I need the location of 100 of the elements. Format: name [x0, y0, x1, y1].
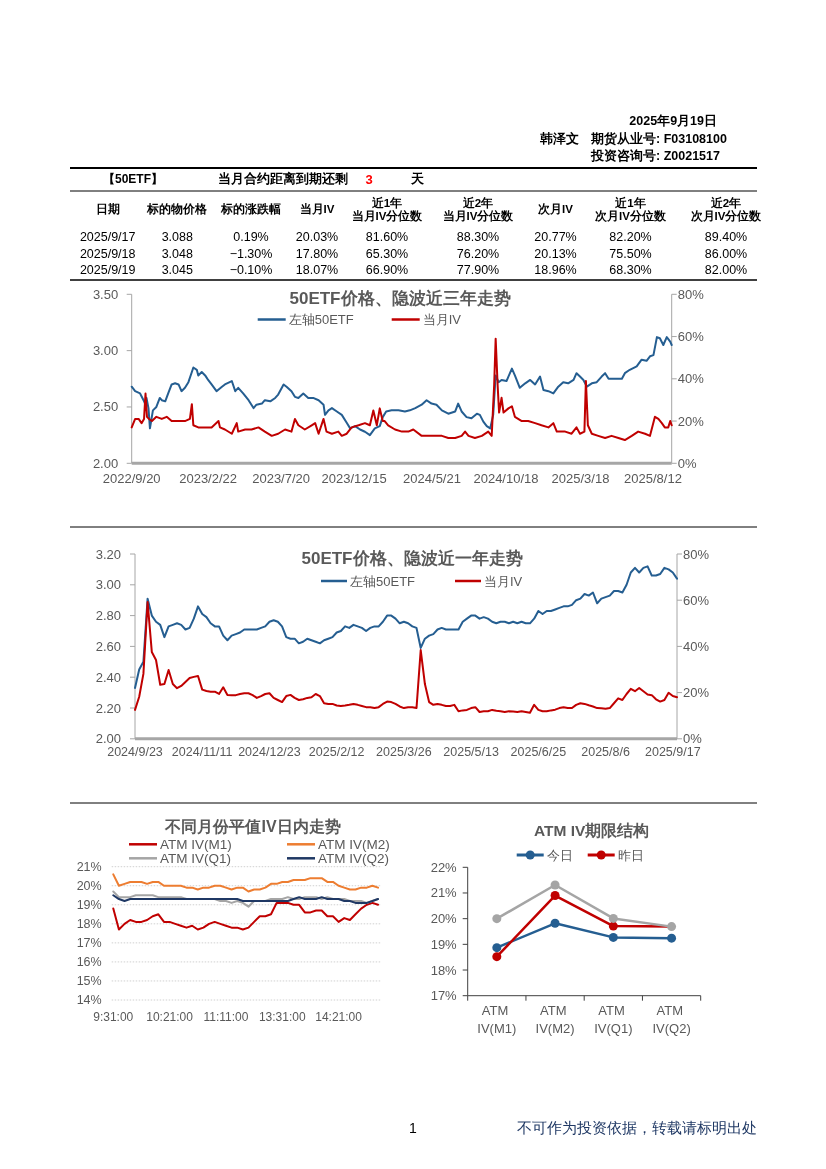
y-tick-label: 18% — [430, 962, 457, 978]
legend-label: 今日 — [546, 847, 573, 863]
legend-label: ATM IV(M2) — [318, 836, 390, 852]
x-tick-label: 2025/8/12 — [624, 470, 682, 486]
y-tick-label: 18% — [76, 916, 102, 931]
y2-tick-label: 0% — [677, 455, 697, 471]
y-tick-label: 3.50 — [92, 286, 119, 302]
x-tick-label: 2023/2/22 — [179, 470, 238, 486]
table-cell: 77.90% — [456, 263, 500, 277]
table-cell: 89.40% — [704, 230, 748, 244]
table-cell: 18.07% — [295, 263, 339, 277]
y-tick-label: 2.60 — [95, 638, 121, 654]
table-cell: 20.13% — [534, 246, 577, 261]
x-tick-label: 2025/6/25 — [510, 745, 567, 759]
y-tick-label: 2.20 — [95, 700, 121, 716]
table-cell: 86.00% — [704, 246, 748, 261]
x-tick-label: ATM IV(Q2) — [652, 1002, 691, 1036]
text: 韩泽文 — [540, 132, 579, 146]
table-cell: 65.30% — [365, 246, 409, 261]
y-tick-label: 19% — [76, 897, 102, 912]
table-header: 近2年次月IV分位数 — [690, 196, 762, 222]
table-cell: 17.80% — [295, 246, 339, 261]
table-header: 当月IV — [299, 203, 335, 215]
x-tick-label: 10:21:00 — [146, 1009, 193, 1024]
x-tick-label: 2025/2/12 — [308, 745, 365, 759]
text: 期货从业号: F03108100 — [591, 132, 727, 146]
text: 投资咨询号: Z0021517 — [591, 149, 720, 163]
x-tick-label: 14:21:00 — [315, 1009, 362, 1024]
x-tick-label: 11:11:00 — [203, 1009, 249, 1024]
table-cell: 2025/9/17 — [79, 230, 136, 244]
y-tick-label: 3.00 — [95, 577, 121, 593]
table-header: 标的涨跌幅 — [221, 203, 281, 215]
table-cell: 66.90% — [365, 263, 409, 277]
table-cell: 82.00% — [704, 263, 748, 277]
x-tick-label: ATM IV(Q1) — [594, 1002, 633, 1036]
table-header: 近2年当月IV分位数 — [442, 196, 514, 222]
x-tick-label: ATM IV(M1) — [477, 1002, 517, 1036]
x-tick-label: 2023/7/20 — [252, 470, 311, 486]
table-cell: 68.30% — [609, 263, 652, 277]
table-cell: −1.30% — [229, 246, 273, 261]
x-tick-label: 2025/9/17 — [645, 745, 701, 759]
x-tick-label: 2025/3/26 — [376, 745, 432, 759]
y-tick-label: 21% — [76, 859, 102, 874]
x-tick-label: 2025/5/13 — [443, 745, 499, 759]
title: ATM IV期限结构 — [534, 821, 650, 839]
text: 当月合约距离到期还剩 — [218, 172, 348, 186]
table-cell: 3.045 — [161, 263, 193, 277]
y2-tick-label: 40% — [683, 638, 710, 654]
table-cell: 75.50% — [609, 246, 652, 261]
text: 天 — [410, 172, 424, 186]
table-cell: 2025/9/18 — [79, 246, 136, 261]
y-tick-label: 2.50 — [92, 399, 119, 415]
table-cell: 88.30% — [456, 230, 500, 244]
legend-label: 左轴50ETF — [350, 573, 415, 589]
legend-label: 昨日 — [617, 847, 644, 863]
table-cell: −0.10% — [229, 263, 273, 277]
x-tick-label: 2024/11/11 — [171, 745, 233, 759]
y-tick-label: 21% — [430, 885, 457, 901]
x-tick-label: 2023/12/15 — [321, 470, 387, 486]
y2-tick-label: 80% — [683, 546, 710, 562]
table-cell: 81.60% — [365, 230, 409, 244]
x-tick-label: 2024/10/18 — [473, 470, 539, 486]
y-tick-label: 3.00 — [92, 343, 119, 359]
y-tick-label: 20% — [430, 911, 457, 927]
x-tick-label: 2024/9/23 — [107, 745, 163, 759]
table-header: 近1年次月IV分位数 — [595, 196, 666, 222]
y2-tick-label: 20% — [683, 685, 710, 701]
table-cell: 3.048 — [161, 246, 193, 261]
y-tick-label: 17% — [76, 935, 102, 950]
y2-tick-label: 80% — [677, 286, 704, 302]
x-tick-label: 2022/9/20 — [102, 470, 161, 486]
y-tick-label: 20% — [76, 878, 102, 893]
y2-tick-label: 60% — [683, 592, 710, 608]
text: 1 — [409, 1120, 417, 1136]
title: 不同月份平值IV日内走势 — [165, 817, 341, 835]
y-tick-label: 2.00 — [92, 455, 119, 471]
table-cell: 2025/9/19 — [79, 263, 136, 277]
y-tick-label: 2.40 — [95, 669, 121, 685]
table-cell: 18.96% — [534, 263, 577, 277]
legend-label: 当月IV — [422, 312, 461, 327]
x-tick-label: 2024/12/23 — [238, 745, 301, 759]
y2-tick-label: 40% — [677, 371, 704, 387]
x-tick-label: 9:31:00 — [93, 1009, 134, 1024]
table-cell: 76.20% — [456, 246, 500, 261]
y2-tick-label: 20% — [677, 413, 704, 429]
table-cell: 20.03% — [295, 230, 339, 244]
table-cell: 0.19% — [233, 230, 269, 244]
table-cell: 82.20% — [609, 230, 652, 244]
y-tick-label: 19% — [430, 936, 457, 952]
x-tick-label: 2025/3/18 — [551, 470, 610, 486]
text: 不可作为投资依据，转载请标明出处 — [517, 1120, 757, 1136]
legend-label: 当月IV — [484, 573, 523, 589]
table-header: 近1年当月IV分位数 — [351, 196, 423, 222]
legend-label: ATM IV(M1) — [160, 836, 232, 852]
y2-tick-label: 0% — [683, 731, 702, 747]
table-cell: 20.77% — [534, 230, 577, 244]
y-tick-label: 2.80 — [95, 608, 121, 624]
y-tick-label: 17% — [430, 988, 457, 1004]
legend-label: 左轴50ETF — [288, 312, 354, 327]
text: 2025年9月19日 — [629, 114, 717, 128]
